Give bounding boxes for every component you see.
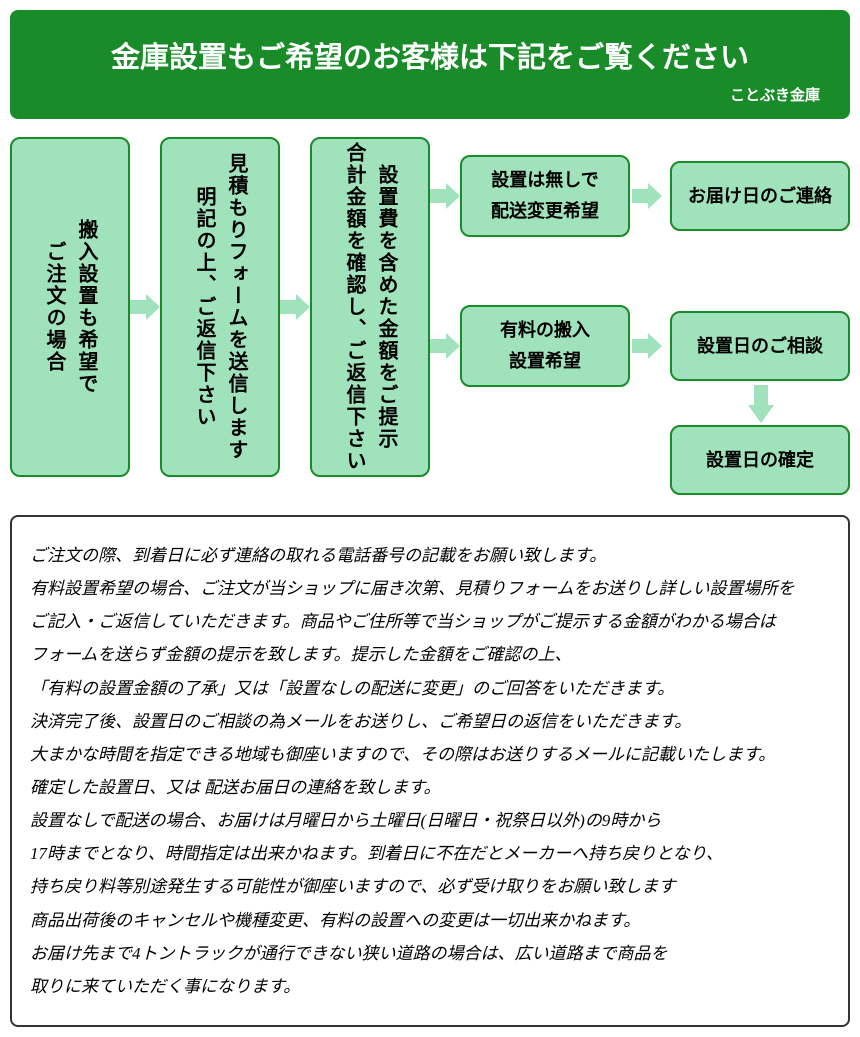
flow-node-n5: 有料の搬入設置希望 [460, 305, 630, 387]
info-box: ご注文の際、到着日に必ず連絡の取れる電話番号の記載をお願い致します。有料設置希望… [10, 515, 850, 1027]
flow-arrow-0 [130, 292, 160, 322]
info-line-7: 確定した設置日、又は 配送お届日の連絡を致します。 [30, 771, 830, 804]
header-subtitle: ことぶき金庫 [40, 84, 820, 105]
info-line-9: 17時までとなり、時間指定は出来かねます。到着日に不在だとメーカーへ持ち戻りとな… [30, 837, 830, 870]
info-line-2: ご記入・ご返信していただきます。商品やご住所等で当ショップがご提示する金額がわか… [30, 605, 830, 638]
flow-node-n8: 設置日の確定 [670, 425, 850, 495]
info-line-0: ご注文の際、到着日に必ず連絡の取れる電話番号の記載をお願い致します。 [30, 539, 830, 572]
flow-node-text: お届け日のご連絡 [688, 181, 832, 212]
flow-node-n1: 搬入設置も希望でご注文の場合 [10, 137, 130, 477]
flow-node-text: 搬入設置も希望でご注文の場合 [38, 219, 102, 395]
info-line-3: フォームを送らず金額の提示を致します。提示した金額をご確認の上、 [30, 638, 830, 671]
flow-node-text: 設置日の確定 [706, 445, 814, 476]
info-line-13: 取りに来ていただく事になります。 [30, 970, 830, 1003]
flow-node-n6: お届け日のご連絡 [670, 161, 850, 231]
flow-node-text: 見積もりフォームを送信します明記の上、ご返信下さい [188, 153, 252, 461]
flow-arrow-2 [430, 181, 460, 211]
flow-node-n3: 設置費を含めた金額をご提示合計金額を確認し、ご返信下さい [310, 137, 430, 477]
info-line-11: 商品出荷後のキャンセルや機種変更、有料の設置への変更は一切出来かねます。 [30, 904, 830, 937]
flow-node-text: 設置費を含めた金額をご提示合計金額を確認し、ご返信下さい [338, 142, 402, 472]
info-line-5: 決済完了後、設置日のご相談の為メールをお送りし、ご希望日の返信をいただきます。 [30, 705, 830, 738]
flow-node-n2: 見積もりフォームを送信します明記の上、ご返信下さい [160, 137, 280, 477]
flow-node-n7: 設置日のご相談 [670, 311, 850, 381]
flow-arrow-5 [632, 331, 662, 361]
info-line-8: 設置なしで配送の場合、お届けは月曜日から土曜日(日曜日・祝祭日以外)の9時から [30, 804, 830, 837]
flow-node-n4: 設置は無しで配送変更希望 [460, 155, 630, 237]
flowchart: 搬入設置も希望でご注文の場合見積もりフォームを送信します明記の上、ご返信下さい設… [10, 137, 850, 497]
info-line-1: 有料設置希望の場合、ご注文が当ショップに届き次第、見積りフォームをお送りし詳しい… [30, 572, 830, 605]
header-bar: 金庫設置もご希望のお客様は下記をご覧ください ことぶき金庫 [10, 10, 850, 119]
info-line-12: お届け先まで4トントラックが通行できない狭い道路の場合は、広い道路まで商品を [30, 937, 830, 970]
header-title: 金庫設置もご希望のお客様は下記をご覧ください [40, 34, 820, 76]
flow-arrow-1 [280, 292, 310, 322]
flow-arrow-3 [430, 331, 460, 361]
info-line-10: 持ち戻り料等別途発生する可能性が御座いますので、必ず受け取りをお願い致します [30, 870, 830, 903]
info-line-6: 大まかな時間を指定できる地域も御座いますので、その際はお送りするメールに記載いた… [30, 738, 830, 771]
info-line-4: 「有料の設置金額の了承」又は「設置なしの配送に変更」のご回答をいただきます。 [30, 672, 830, 705]
flow-arrow-6 [746, 385, 776, 423]
flow-arrow-4 [632, 181, 662, 211]
flow-node-text: 設置は無しで配送変更希望 [491, 165, 599, 226]
flow-node-text: 有料の搬入設置希望 [500, 315, 590, 376]
flow-node-text: 設置日のご相談 [697, 331, 823, 362]
